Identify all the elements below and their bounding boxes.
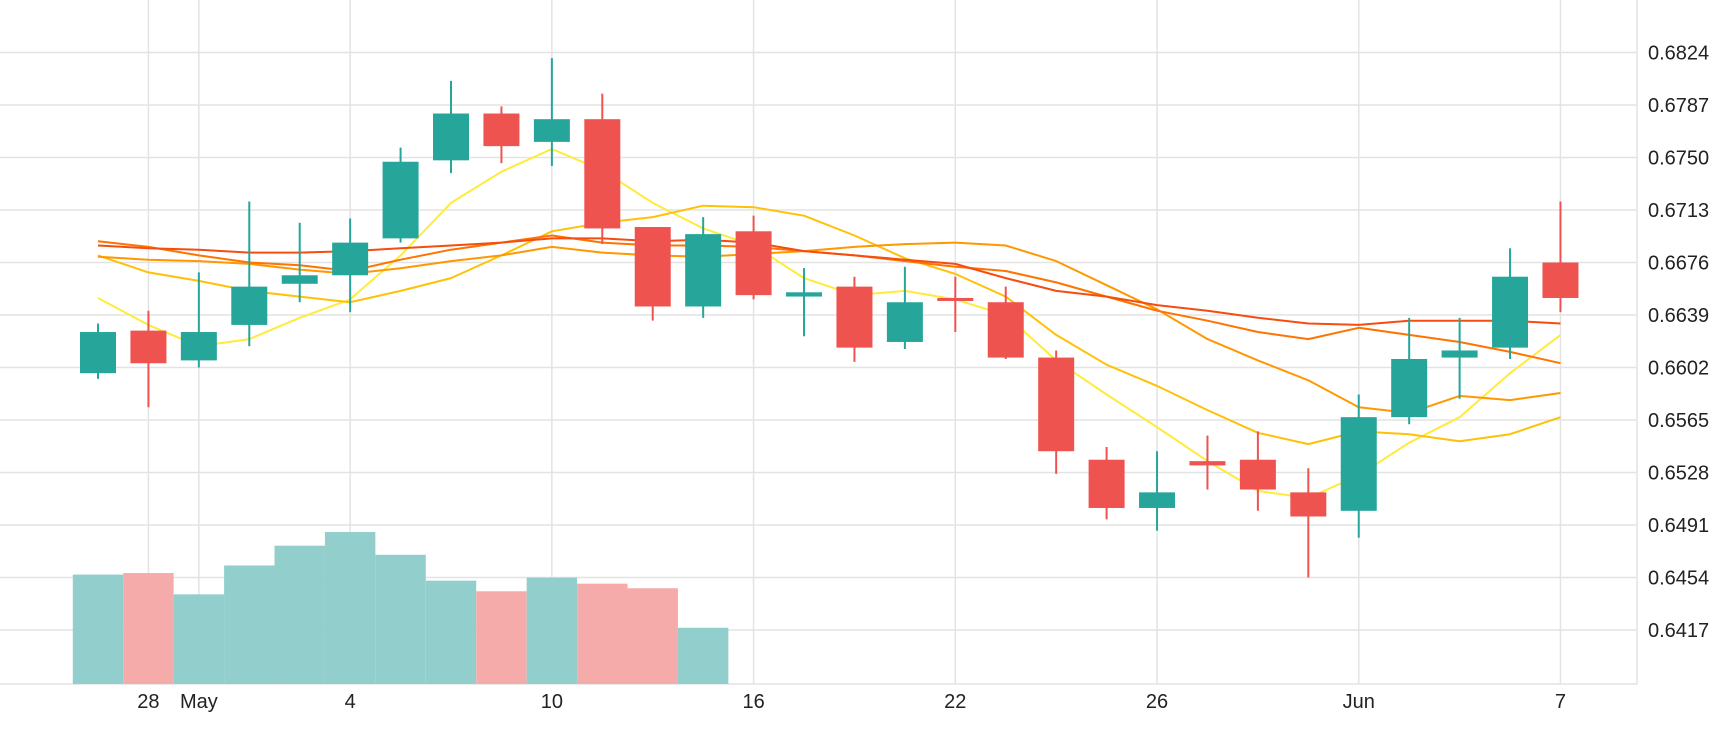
y-tick-label: 0.6602 — [1648, 358, 1709, 380]
candle-body — [987, 302, 1024, 358]
volume-bar — [476, 591, 527, 684]
candle — [1290, 468, 1327, 578]
candle-body — [1290, 492, 1327, 517]
y-tick-label: 0.6417 — [1648, 620, 1709, 642]
candle — [1189, 435, 1226, 490]
candle — [1239, 431, 1276, 511]
candle-body — [584, 119, 621, 229]
candle — [1088, 446, 1125, 520]
moving-average-line — [97, 204, 1561, 446]
candle-body — [937, 297, 974, 301]
candle — [786, 268, 823, 337]
volume-bars — [72, 532, 729, 684]
volume-bar — [274, 545, 325, 684]
candle — [80, 323, 116, 379]
candle — [1340, 394, 1377, 538]
candle-body — [685, 234, 722, 307]
x-tick-label: 26 — [1146, 691, 1168, 713]
x-tick-label: 7 — [1555, 691, 1566, 713]
candle — [1139, 451, 1176, 531]
candle-body — [332, 242, 369, 276]
axes: 0.6824 0.6787 0.6750 0.6713 0.6676 0.6639 0.66… — [137, 43, 1709, 714]
candle-body — [1441, 350, 1478, 358]
y-tick-label: 0.6824 — [1648, 43, 1709, 65]
candle-body — [80, 332, 116, 374]
candle — [281, 222, 318, 303]
candle — [433, 80, 470, 174]
volume-bar — [224, 565, 275, 684]
y-tick-label: 0.6787 — [1648, 95, 1709, 117]
candle-body — [886, 302, 923, 342]
y-tick-label: 0.6750 — [1648, 148, 1709, 170]
candle-body — [1088, 459, 1125, 508]
candle-body — [735, 231, 772, 296]
candle-body — [382, 161, 419, 239]
volume-bar — [526, 577, 578, 684]
volume-bar — [173, 594, 225, 684]
candle — [483, 106, 520, 164]
x-tick-label: 10 — [541, 691, 563, 713]
x-tick-label: 4 — [345, 691, 356, 713]
candle-body — [634, 227, 671, 307]
candle-body — [1239, 459, 1276, 490]
candle — [584, 93, 621, 245]
candle-body — [1492, 276, 1529, 348]
candle-body — [1542, 262, 1579, 298]
candle-body — [130, 330, 167, 364]
x-tick-label: 16 — [742, 691, 764, 713]
candle — [332, 218, 369, 313]
volume-bar — [577, 583, 628, 684]
x-tick-label: 28 — [137, 691, 159, 713]
candle — [180, 272, 217, 368]
candle — [382, 147, 419, 243]
candle-body — [433, 113, 470, 161]
candle-body — [1340, 417, 1377, 511]
candle — [1542, 201, 1579, 313]
volume-bar — [123, 573, 174, 684]
x-tick-label: 22 — [944, 691, 966, 713]
candle — [130, 310, 167, 408]
candle — [1391, 317, 1428, 425]
y-tick-label: 0.6639 — [1648, 305, 1709, 327]
candle — [1492, 248, 1529, 359]
candle — [533, 58, 570, 167]
candle-body — [533, 119, 570, 142]
candle — [836, 276, 873, 362]
candle — [634, 227, 671, 321]
volume-bar — [627, 588, 678, 684]
candle-body — [1189, 461, 1226, 466]
candle-body — [483, 113, 520, 147]
candle-body — [1038, 357, 1075, 452]
candle-body — [281, 275, 318, 284]
x-tick-label: May — [180, 691, 218, 713]
candle — [1441, 317, 1478, 399]
candle-body — [786, 292, 823, 297]
candle-body — [180, 332, 217, 361]
y-tick-label: 0.6528 — [1648, 463, 1709, 485]
y-tick-label: 0.6454 — [1648, 568, 1709, 590]
y-tick-label: 0.6491 — [1648, 515, 1709, 537]
candle — [685, 217, 722, 318]
candle — [231, 201, 268, 347]
candle-body — [836, 286, 873, 348]
candle-body — [231, 286, 268, 325]
candle-body — [1391, 358, 1428, 418]
volume-bar — [72, 574, 124, 684]
volume-bar — [375, 554, 426, 684]
candle-body — [1139, 492, 1176, 508]
candle — [1038, 350, 1075, 474]
candles — [80, 58, 1579, 578]
candle — [735, 215, 772, 300]
y-tick-label: 0.6676 — [1648, 253, 1709, 275]
volume-bar — [677, 627, 729, 684]
volume-bar — [425, 580, 477, 684]
y-tick-label: 0.6565 — [1648, 410, 1709, 432]
volume-bar — [324, 532, 376, 684]
candle — [937, 276, 974, 333]
y-tick-label: 0.6713 — [1648, 200, 1709, 222]
candle — [886, 266, 923, 350]
x-tick-label: Jun — [1343, 691, 1375, 713]
candle — [987, 286, 1024, 359]
